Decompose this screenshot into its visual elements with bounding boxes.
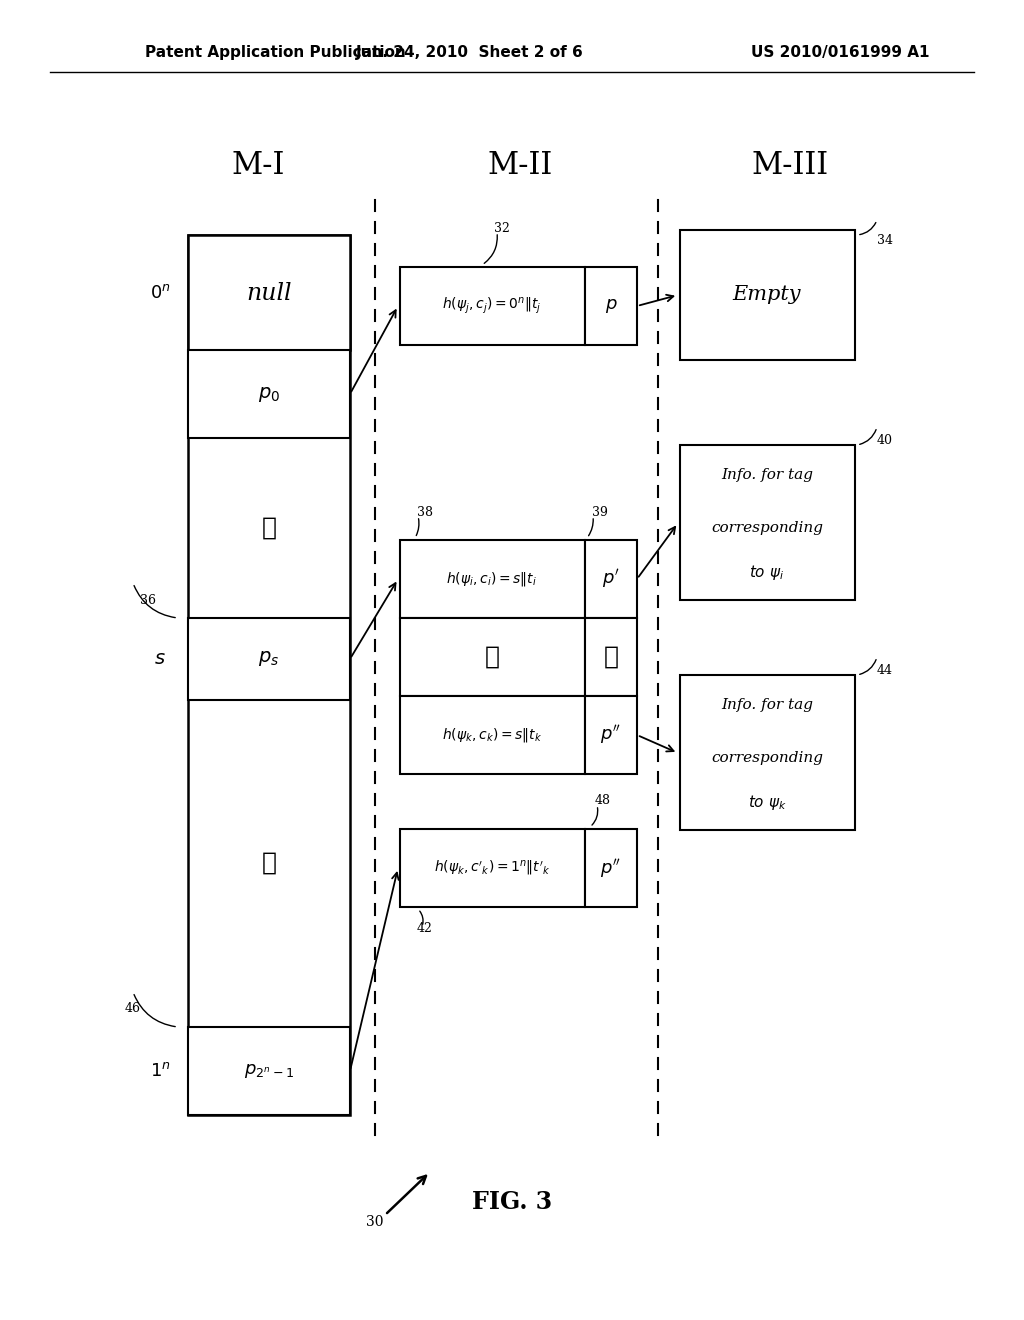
Text: $p$: $p$	[605, 297, 617, 315]
Text: 32: 32	[494, 223, 510, 235]
Bar	[585, 540, 637, 618]
Text: to $\psi_k$: to $\psi_k$	[748, 792, 786, 812]
Bar	[400, 618, 585, 696]
Text: 44: 44	[877, 664, 893, 676]
Text: 46: 46	[125, 1002, 141, 1015]
Bar	[585, 829, 637, 907]
Text: ⋮: ⋮	[603, 645, 618, 668]
Text: corresponding: corresponding	[711, 751, 823, 766]
Bar	[400, 540, 585, 618]
Text: Patent Application Publication: Patent Application Publication	[145, 45, 406, 59]
Bar	[188, 1027, 350, 1115]
Bar	[585, 696, 637, 774]
Bar	[188, 350, 350, 438]
Text: $p'$: $p'$	[602, 568, 620, 590]
Bar	[585, 618, 637, 696]
Text: ⋮: ⋮	[261, 851, 276, 875]
Text: 38: 38	[417, 506, 433, 519]
Text: Empty: Empty	[733, 285, 801, 305]
Text: $0^n$: $0^n$	[150, 284, 170, 302]
Bar	[680, 230, 855, 360]
Text: Info. for tag: Info. for tag	[721, 698, 813, 711]
Text: to $\psi_i$: to $\psi_i$	[750, 562, 784, 582]
Text: $h(\psi_j, c_j) = 0^n \| t_j$: $h(\psi_j, c_j) = 0^n \| t_j$	[442, 296, 542, 317]
Text: 34: 34	[877, 234, 893, 247]
Bar	[400, 829, 585, 907]
Text: ⋮: ⋮	[484, 645, 500, 668]
Text: null: null	[246, 281, 292, 305]
Bar	[680, 445, 855, 601]
Text: $h(\psi_i, c_i) = s \| t_i$: $h(\psi_i, c_i) = s \| t_i$	[446, 570, 538, 587]
Bar	[188, 235, 350, 1115]
Text: $p_s$: $p_s$	[258, 649, 280, 668]
Text: $p_{2^n-1}$: $p_{2^n-1}$	[244, 1063, 294, 1080]
Text: US 2010/0161999 A1: US 2010/0161999 A1	[751, 45, 929, 59]
Text: Jun. 24, 2010  Sheet 2 of 6: Jun. 24, 2010 Sheet 2 of 6	[356, 45, 584, 59]
Text: M-II: M-II	[487, 149, 553, 181]
Text: M-I: M-I	[231, 149, 285, 181]
Text: corresponding: corresponding	[711, 521, 823, 535]
Text: $h(\psi_k, c'_k) = 1^n \| t'_k$: $h(\psi_k, c'_k) = 1^n \| t'_k$	[434, 858, 550, 878]
Text: 48: 48	[595, 795, 611, 808]
Bar	[400, 267, 585, 345]
Text: $s$: $s$	[155, 649, 166, 668]
Bar	[188, 235, 350, 350]
Text: 40: 40	[877, 433, 893, 446]
Text: ⋮: ⋮	[261, 516, 276, 540]
Text: 42: 42	[417, 923, 433, 936]
Text: 39: 39	[592, 506, 608, 519]
Text: Info. for tag: Info. for tag	[721, 469, 813, 482]
Text: $p_0$: $p_0$	[258, 384, 281, 404]
Text: $h(\psi_k, c_k) = s \| t_k$: $h(\psi_k, c_k) = s \| t_k$	[442, 726, 542, 744]
Bar	[680, 675, 855, 830]
Text: 36: 36	[140, 594, 156, 606]
Text: M-III: M-III	[752, 149, 828, 181]
Text: FIG. 3: FIG. 3	[472, 1191, 552, 1214]
Text: $p''$: $p''$	[600, 857, 622, 879]
Text: $1^n$: $1^n$	[150, 1063, 170, 1080]
Bar	[188, 618, 350, 700]
Text: $p''$: $p''$	[600, 723, 622, 747]
Bar	[585, 267, 637, 345]
Bar	[400, 696, 585, 774]
Text: 30: 30	[367, 1214, 384, 1229]
